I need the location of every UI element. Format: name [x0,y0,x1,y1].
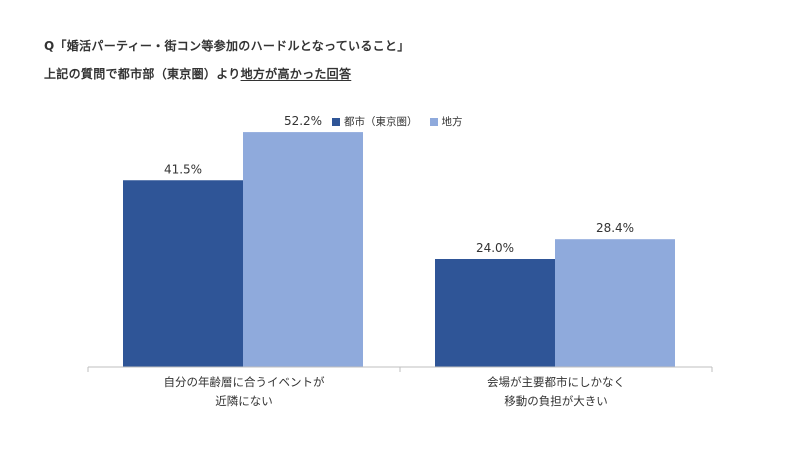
chart-title: Q「婚活パーティー・街コン等参加のハードルとなっていること」 [44,39,410,53]
category-label-1-line-1: 自分の年齢層に合うイベントが [164,375,325,389]
data-label-region-1: 52.2% [284,114,322,128]
category-label-1-line-2: 近隣にない [215,394,273,408]
legend-item-region: 地方 [429,114,463,129]
bar-city-1 [123,180,243,367]
subtitle-prefix: 上記の質問で都市部（東京圏）より [44,67,241,81]
data-label-region-2: 28.4% [596,221,634,235]
data-label-city-2: 24.0% [476,241,514,255]
bar-city-2 [435,259,555,367]
data-label-city-1: 41.5% [164,162,202,176]
legend-label-city: 都市（東京圏） [344,116,418,128]
legend-item-city: 都市（東京圏） [332,114,418,129]
chart-subtitle: 上記の質問で都市部（東京圏）より地方が高かった回答 [44,65,351,82]
category-label-2-line-1: 会場が主要都市にしかなく [487,375,625,389]
legend-label-region: 地方 [441,116,463,128]
chart-legend: 都市（東京圏） 地方 [332,114,475,129]
legend-swatch-city [332,117,340,126]
legend-swatch-region [429,117,438,126]
subtitle-highlight: 地方が高かった回答 [240,67,352,81]
category-label-2-line-2: 移動の負担が大きい [504,394,608,408]
bar-region-2 [555,239,675,367]
bar-region-1 [243,132,363,367]
